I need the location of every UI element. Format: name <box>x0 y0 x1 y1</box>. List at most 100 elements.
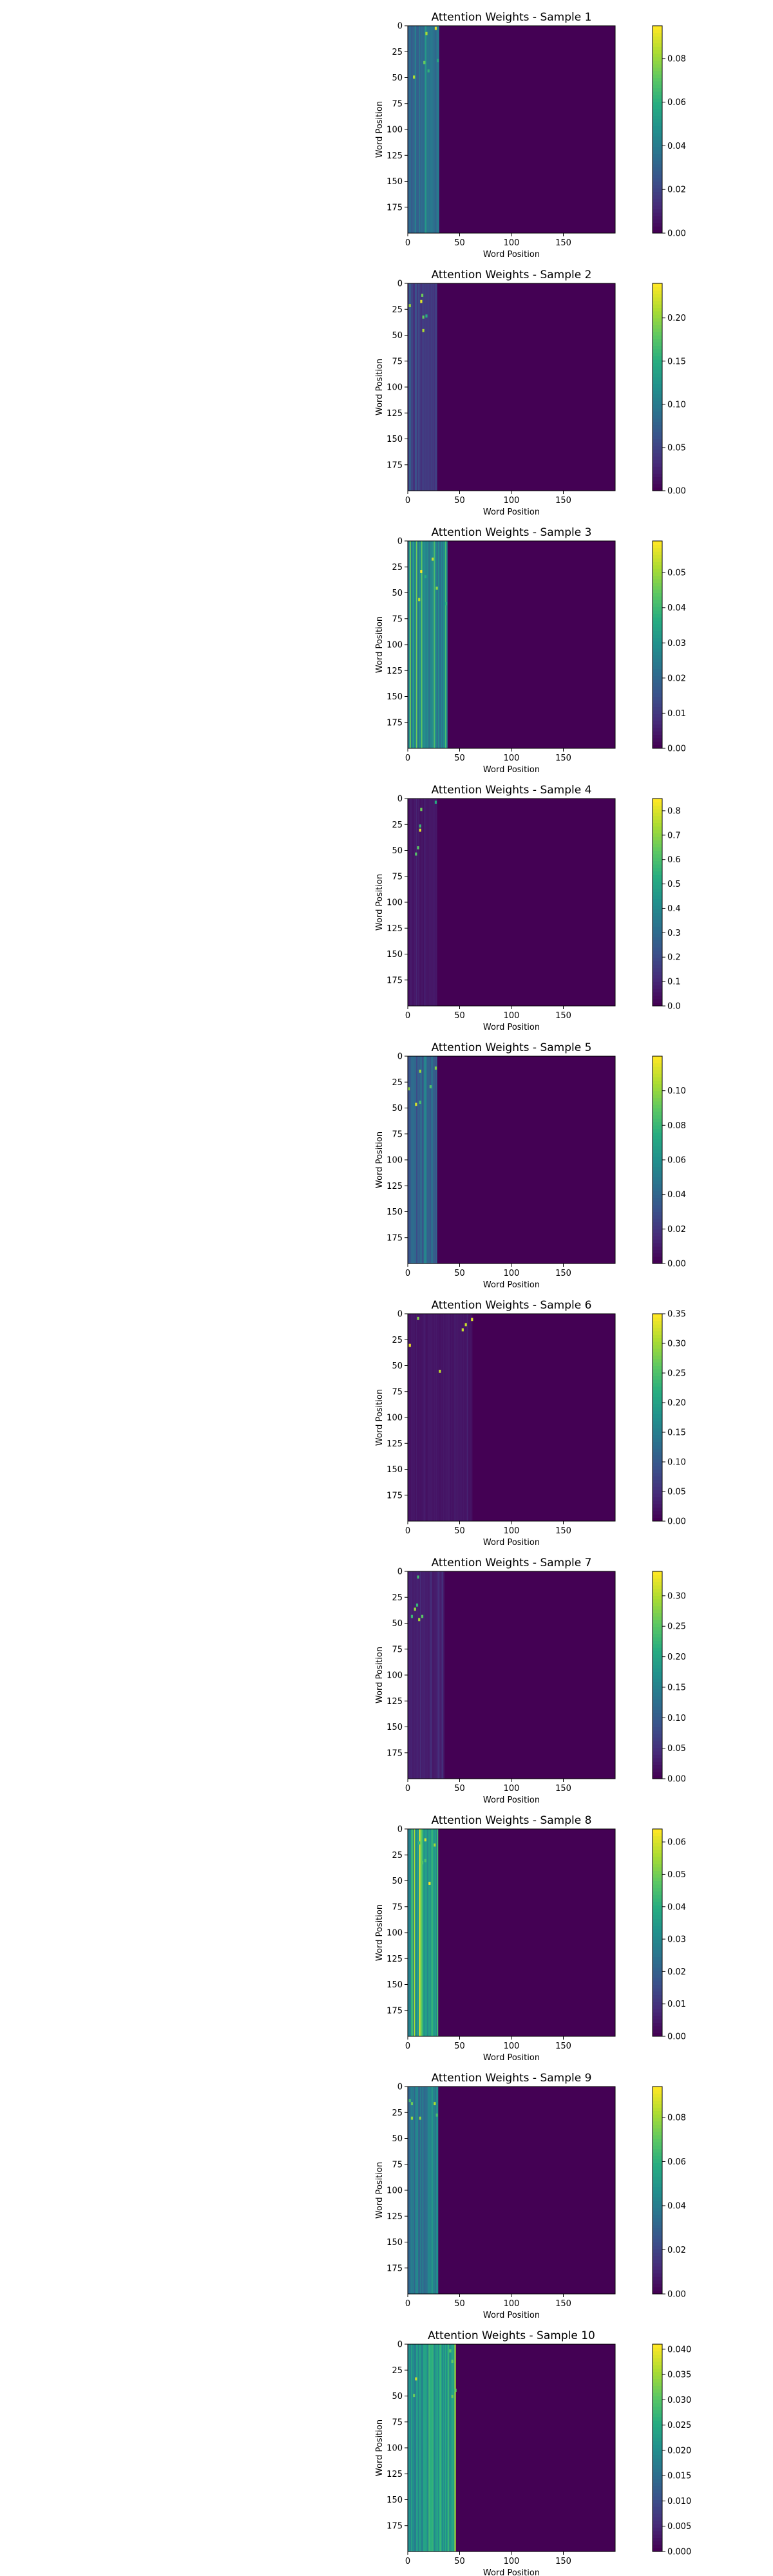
colorbar-segment <box>653 1090 662 1095</box>
heatmap-column <box>432 2087 434 2294</box>
colorbar-tick-label: 0.35 <box>667 1310 686 1320</box>
colorbar-segment <box>653 2176 662 2181</box>
heatmap-column <box>419 799 421 1006</box>
colorbar-segment <box>653 2152 662 2156</box>
heatmap-column <box>410 1571 412 1779</box>
heatmap-column <box>427 283 429 491</box>
colorbar-segment <box>653 1575 662 1579</box>
heatmap-column <box>412 283 414 491</box>
colorbar-segment <box>653 1156 662 1160</box>
x-axis-label: Word Position <box>483 2568 540 2576</box>
heatmap-column <box>410 541 413 748</box>
heatmap-hotspot <box>408 1087 410 1091</box>
colorbar-segment <box>653 1860 662 1864</box>
colorbar-segment <box>653 2368 662 2372</box>
colorbar-segment <box>653 2114 662 2118</box>
heatmap-hotspot <box>424 1859 426 1862</box>
heatmap-column <box>420 26 422 233</box>
heatmap-column <box>410 1314 413 1521</box>
heatmap-column <box>437 2344 439 2552</box>
colorbar-segment <box>653 1730 662 1734</box>
heatmap-column <box>415 1314 418 1521</box>
heatmap-column <box>419 283 421 491</box>
colorbar-segment <box>653 895 662 900</box>
heatmap-background <box>408 2087 615 2294</box>
colorbar-segment <box>653 1239 662 1244</box>
heatmap-column <box>428 1056 430 1264</box>
colorbar-segment <box>653 686 662 690</box>
heatmap-column <box>423 2087 425 2294</box>
colorbar-segment <box>653 1101 662 1105</box>
colorbar-segment <box>653 1194 662 1198</box>
heatmap-column <box>441 1571 443 1779</box>
colorbar-segment <box>653 2420 662 2424</box>
colorbar-tick-label: 0.05 <box>667 443 686 453</box>
colorbar-tick-label: 0.05 <box>667 569 686 578</box>
heatmap-column <box>432 541 434 748</box>
heatmap-column <box>414 541 415 748</box>
colorbar-segment <box>653 661 662 666</box>
colorbar-segment <box>653 1933 662 1937</box>
heatmap-column <box>426 1829 428 2036</box>
heatmap-column <box>414 2344 415 2552</box>
colorbar-segment <box>653 1229 662 1233</box>
y-tick-label: 125 <box>386 151 403 161</box>
heatmap-column <box>444 2344 446 2552</box>
y-tick-label: 150 <box>386 950 403 960</box>
heatmap-column <box>415 1829 418 2036</box>
colorbar-segment <box>653 2458 662 2462</box>
heatmap-column <box>426 2344 428 2552</box>
heatmap-hotspot <box>422 315 425 319</box>
colorbar-segment <box>653 1772 662 1776</box>
colorbar-segment <box>653 2025 662 2030</box>
colorbar-segment <box>653 957 662 961</box>
heatmap-column <box>446 541 448 748</box>
colorbar-segment <box>653 67 662 71</box>
colorbar-segment <box>653 672 662 676</box>
heatmap-column <box>414 1571 415 1779</box>
x-tick-label: 50 <box>454 496 465 506</box>
heatmap-column <box>430 1056 432 1264</box>
y-axis-label: Word Position <box>375 1647 385 1703</box>
heatmap-column <box>437 1314 439 1521</box>
colorbar-segment <box>653 1242 662 1247</box>
heatmap-panel-6: Attention Weights - Sample 6 0 50 100 150 0 25… <box>375 1299 686 1548</box>
colorbar-segment <box>653 342 662 346</box>
colorbar-segment <box>653 167 662 171</box>
colorbar-segment <box>653 1922 662 1926</box>
y-tick-label: 75 <box>392 614 403 624</box>
colorbar-segment <box>653 1675 662 1679</box>
colorbar-segment <box>653 2128 662 2132</box>
heatmap-column <box>415 541 418 748</box>
x-tick-label: 100 <box>504 496 520 506</box>
heatmap-column <box>435 799 437 1006</box>
colorbar-segment <box>653 579 662 583</box>
colorbar-segment <box>653 2103 662 2108</box>
colorbar-segment <box>653 1376 662 1380</box>
colorbar-segment <box>653 95 662 99</box>
colorbar-tick-label: 0.10 <box>667 1714 686 1723</box>
colorbar-segment <box>653 1469 662 1473</box>
colorbar-segment <box>653 1908 662 1913</box>
colorbar-segment <box>653 2148 662 2153</box>
colorbar-tick-label: 0.15 <box>667 357 686 366</box>
colorbar-segment <box>653 2461 662 2466</box>
colorbar-segment <box>653 1132 662 1136</box>
colorbar-segment <box>653 1949 662 1954</box>
heatmap-column <box>442 1314 444 1521</box>
heatmap-column <box>429 26 432 233</box>
colorbar-segment <box>653 2371 662 2376</box>
colorbar-segment <box>653 699 662 704</box>
heatmap-column <box>434 1829 435 2036</box>
colorbar-segment <box>653 174 662 178</box>
colorbar-segment <box>653 1345 662 1349</box>
colorbar-segment <box>653 2441 662 2445</box>
heatmap-column <box>422 1571 424 1779</box>
colorbar-segment <box>653 1121 662 1126</box>
chart-title: Attention Weights - Sample 8 <box>432 1814 592 1827</box>
colorbar-segment <box>653 613 662 618</box>
y-tick-label: 0 <box>397 279 403 289</box>
colorbar-segment <box>653 1647 662 1651</box>
y-axis-label: Word Position <box>375 874 385 931</box>
colorbar-segment <box>653 2423 662 2428</box>
